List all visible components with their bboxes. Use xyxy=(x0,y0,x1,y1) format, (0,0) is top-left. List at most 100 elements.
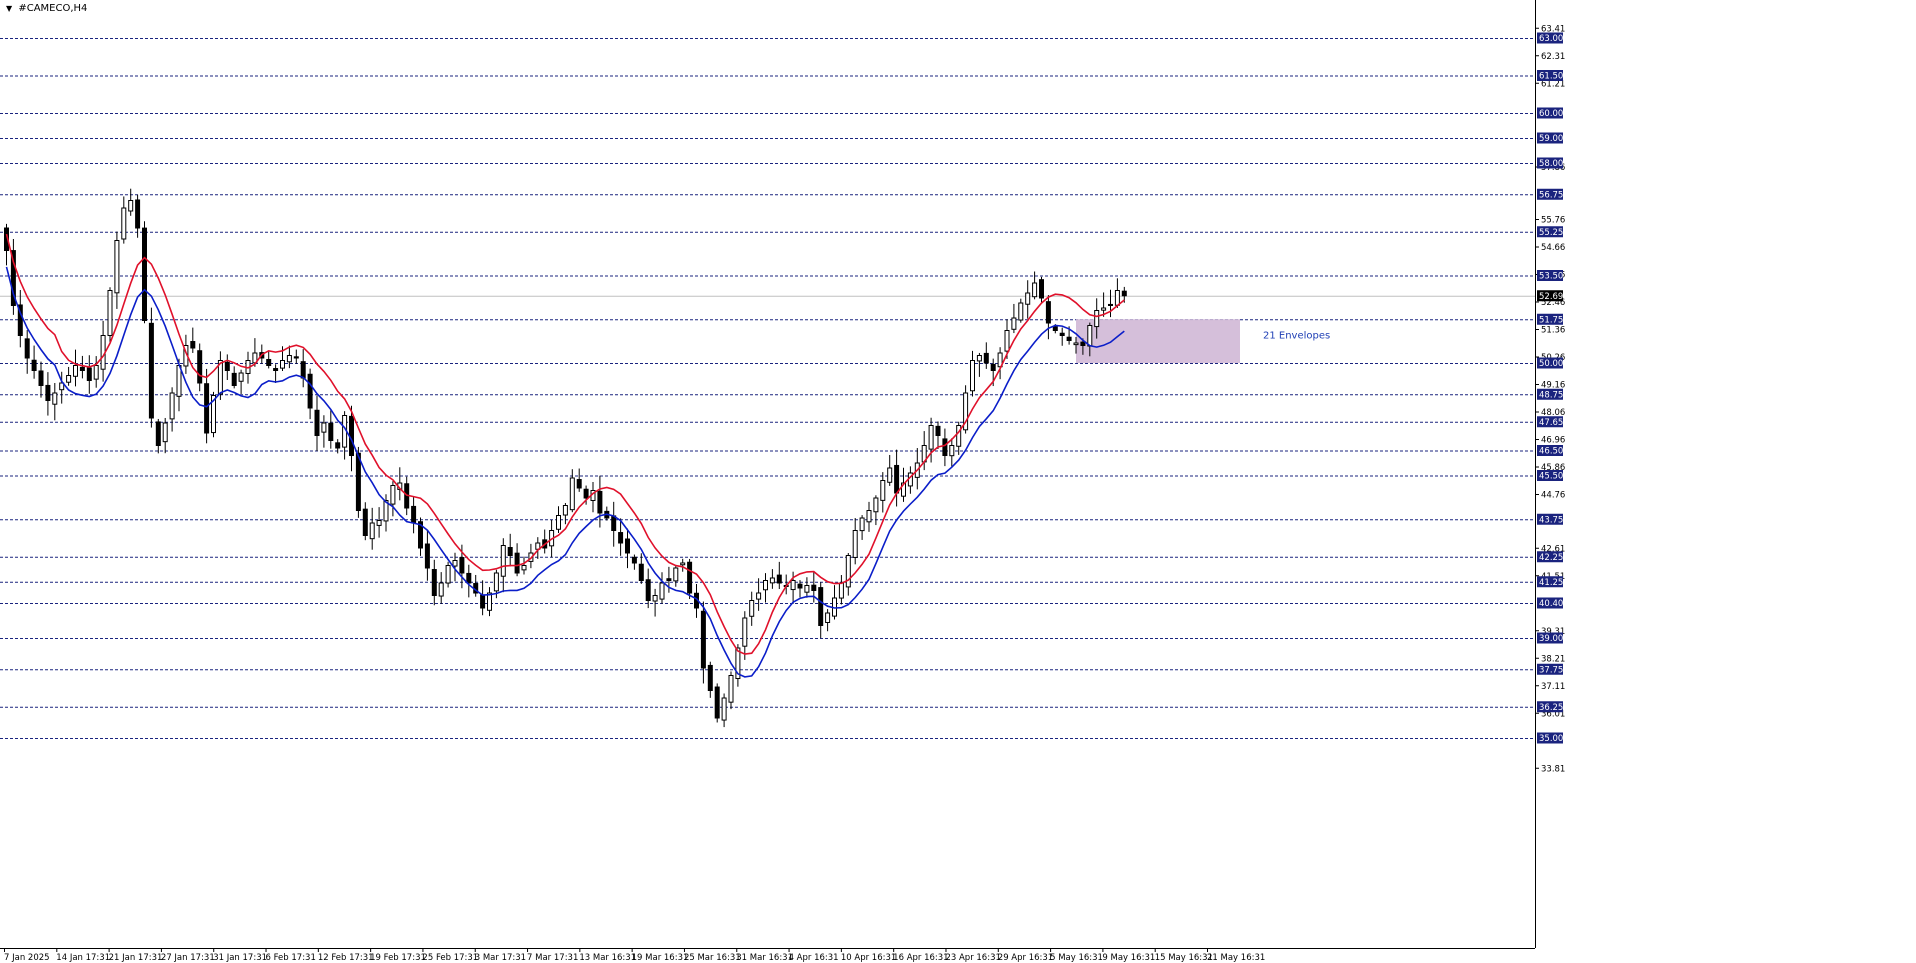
candle-body xyxy=(735,647,741,680)
candle-body xyxy=(431,569,437,596)
candle xyxy=(231,366,237,389)
level-tag-box xyxy=(1537,470,1563,481)
candle-body xyxy=(576,479,582,489)
candle xyxy=(949,438,955,467)
candle-body xyxy=(128,200,134,212)
candle xyxy=(797,580,803,598)
candle-body xyxy=(493,572,499,592)
candle-body xyxy=(1066,336,1072,341)
candle xyxy=(749,591,755,626)
price-tick-label: 52.46 xyxy=(1541,298,1565,308)
candle xyxy=(162,417,168,454)
candle-body xyxy=(66,375,72,383)
candles xyxy=(4,188,1127,728)
candle-body xyxy=(24,338,30,359)
candle xyxy=(769,569,775,589)
time-tick-label: 29 Apr 16:31 xyxy=(998,953,1053,963)
candle-body xyxy=(487,592,492,611)
level-tag: 55.25 xyxy=(1537,226,1563,238)
price-tick-label: 45.86 xyxy=(1541,463,1565,473)
level-tag-box xyxy=(1537,597,1563,609)
time-tick-label: 15 May 16:31 xyxy=(1155,953,1213,963)
envelope-zone xyxy=(1076,319,1240,363)
candle xyxy=(666,566,672,593)
candle xyxy=(362,502,368,541)
candle-body xyxy=(811,584,817,592)
time-tick-label: 25 Feb 17:31 xyxy=(422,953,478,963)
candle-body xyxy=(480,594,486,609)
level-tag-label: 51.75 xyxy=(1539,315,1563,325)
candle-body xyxy=(383,500,389,522)
time-tick-label: 6 Feb 17:31 xyxy=(266,953,316,963)
level-tag: 46.50 xyxy=(1537,445,1563,457)
time-tick-label: 12 Feb 17:31 xyxy=(318,953,374,963)
level-tag-label: 59.00 xyxy=(1539,134,1563,144)
level-tag-box xyxy=(1537,107,1563,119)
symbol-title[interactable]: ▼ #CAMECO,H4 xyxy=(6,3,87,14)
price-tick-label: 36.01 xyxy=(1541,709,1565,719)
candle xyxy=(238,369,244,394)
price-tick-label: 48.06 xyxy=(1541,408,1565,418)
candle-body xyxy=(1108,303,1113,307)
candle xyxy=(1039,276,1044,304)
candle-body xyxy=(866,510,872,523)
level-tag-label: 36.25 xyxy=(1539,703,1563,713)
candle xyxy=(818,582,824,639)
level-tag-label: 39.00 xyxy=(1539,634,1563,644)
candle xyxy=(1011,303,1017,334)
level-tag: 61.50 xyxy=(1537,70,1563,82)
candle xyxy=(142,221,147,324)
candle-body xyxy=(1032,282,1038,298)
candle xyxy=(569,469,575,513)
candle-body xyxy=(776,574,782,584)
candle xyxy=(721,693,727,728)
candle-body xyxy=(376,520,382,526)
candle-body xyxy=(928,425,934,450)
candle-body xyxy=(1052,326,1058,332)
level-tag-label: 63.00 xyxy=(1539,34,1563,44)
candle-body xyxy=(721,697,727,721)
candle-body xyxy=(169,392,175,420)
candle-body xyxy=(1073,342,1079,346)
candle xyxy=(307,368,313,420)
candle-body xyxy=(970,360,975,392)
candle xyxy=(24,330,30,374)
current-price-box xyxy=(1537,290,1563,302)
level-tag-label: 55.25 xyxy=(1539,228,1563,238)
candle-body xyxy=(949,445,955,457)
level-tag-label: 61.50 xyxy=(1539,72,1563,82)
candle xyxy=(224,354,230,381)
candle xyxy=(383,494,389,532)
candle-body xyxy=(790,580,796,591)
candle xyxy=(59,371,65,404)
time-tick-label: 4 Apr 16:31 xyxy=(789,953,839,963)
menu-arrow-icon[interactable]: ▼ xyxy=(6,4,13,13)
level-tag-box xyxy=(1537,32,1563,44)
candle-body xyxy=(1101,307,1107,311)
candle xyxy=(266,351,272,369)
price-tick-label: 61.21 xyxy=(1541,79,1565,89)
level-tag-box xyxy=(1537,632,1563,644)
candle-body xyxy=(887,467,893,483)
level-tag-box xyxy=(1537,388,1563,400)
candle-body xyxy=(445,565,451,584)
candle-body xyxy=(645,579,651,601)
candle-body xyxy=(1045,301,1051,324)
candle xyxy=(355,446,361,518)
candle-body xyxy=(562,505,568,516)
candle xyxy=(638,553,644,584)
candle xyxy=(887,454,893,486)
level-tag-box xyxy=(1537,188,1563,200)
candle-body xyxy=(418,521,423,549)
candle-body xyxy=(728,675,734,703)
level-tag: 45.50 xyxy=(1537,470,1563,482)
candle-body xyxy=(894,464,900,494)
candle xyxy=(500,538,506,593)
candle xyxy=(169,387,175,432)
level-tag-box xyxy=(1537,132,1563,144)
candle xyxy=(507,533,513,567)
candle xyxy=(93,356,99,388)
candle xyxy=(1045,295,1051,340)
